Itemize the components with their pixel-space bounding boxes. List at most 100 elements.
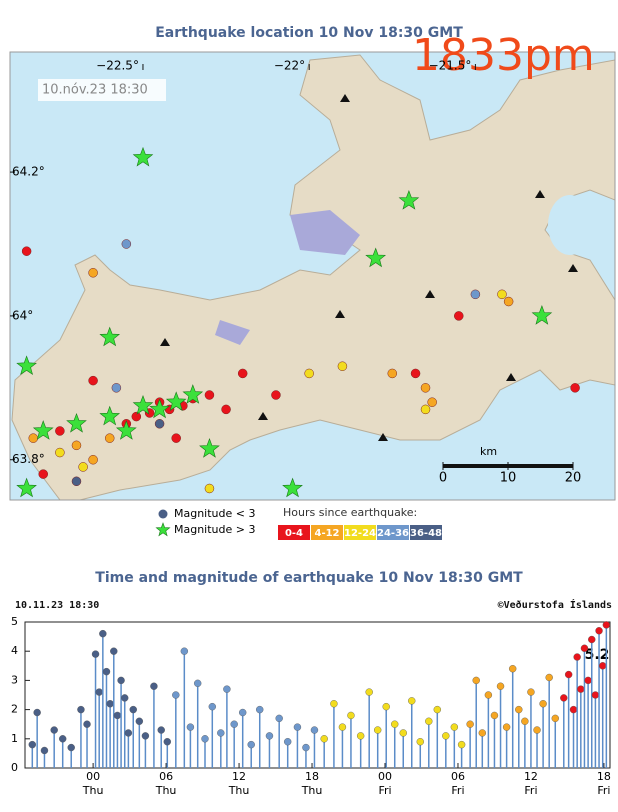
- quake-dot: [88, 268, 98, 278]
- quake-dot: [570, 383, 580, 393]
- hours-label: 4-12: [314, 528, 339, 539]
- event-dot: [416, 738, 424, 746]
- quake-dot: [503, 296, 514, 307]
- event-dot: [172, 691, 180, 699]
- quake-star: [365, 247, 387, 268]
- event-dot: [442, 732, 450, 740]
- event-dot: [347, 711, 355, 720]
- quake-star: [132, 394, 154, 415]
- event-dot: [365, 688, 373, 696]
- quake-star: [398, 190, 420, 210]
- event-dot: [83, 720, 91, 728]
- y-tick-label: 2: [11, 703, 18, 716]
- x-tick-day: Fri: [378, 784, 391, 797]
- quake-star: [182, 384, 204, 404]
- event-dot: [239, 708, 247, 717]
- event-dot: [356, 732, 365, 740]
- event-dot: [330, 700, 338, 708]
- hours-swatch: [311, 525, 343, 540]
- map-title: Earthquake location 10 Nov 18:30 GMT: [155, 25, 463, 41]
- lat-tick-label: 64.2°: [12, 165, 45, 179]
- event-dot: [50, 726, 58, 734]
- scale-label: km: [480, 445, 497, 458]
- plot-frame: [24, 621, 611, 769]
- overlay-text: 1833pm: [412, 30, 595, 81]
- event-dot: [595, 627, 603, 635]
- event-dot: [186, 723, 195, 731]
- event-dot: [293, 723, 302, 731]
- event-dot: [509, 665, 517, 673]
- event-dot: [573, 653, 581, 661]
- event-dot: [560, 694, 568, 702]
- quake-star: [99, 326, 121, 347]
- event-dot: [91, 650, 100, 658]
- y-tick-label: 3: [11, 673, 18, 686]
- event-dot: [99, 629, 107, 638]
- event-dot: [484, 691, 493, 699]
- quake-layer: [16, 146, 580, 498]
- event-dot: [577, 685, 585, 693]
- event-dot: [230, 720, 238, 728]
- quake-dot: [28, 433, 39, 443]
- x-tick-day: Fri: [597, 784, 610, 797]
- y-tick-label: 1: [11, 732, 18, 745]
- max-annotation: 5.2: [585, 647, 610, 663]
- quake-star: [99, 405, 121, 426]
- map: [10, 52, 615, 500]
- event-dot: [569, 705, 578, 714]
- event-dot: [374, 726, 382, 734]
- event-dot: [129, 705, 137, 714]
- quake-dot: [237, 368, 248, 379]
- x-tick-label: 18: [305, 770, 319, 783]
- quake-star: [149, 398, 170, 419]
- event-dot: [157, 726, 165, 734]
- land: [11, 54, 615, 500]
- legend-star: [155, 522, 171, 537]
- quake-dot: [271, 390, 281, 400]
- quake-dot: [221, 404, 231, 415]
- hours-swatch: [344, 525, 376, 540]
- hours-label: 24-36: [377, 528, 409, 539]
- event-dot: [591, 691, 600, 699]
- event-dot: [302, 743, 310, 752]
- hours-label: 0-4: [285, 528, 303, 539]
- quake-dot: [427, 397, 437, 407]
- quake-dot: [171, 433, 181, 443]
- legend-label: Magnitude < 3: [174, 507, 256, 520]
- lat-tick-label: 63.8°: [12, 452, 45, 466]
- event-dot: [121, 694, 129, 702]
- event-dot: [59, 735, 67, 743]
- event-dot: [194, 679, 202, 688]
- scale-tick-label: 0: [439, 471, 447, 486]
- quake-dot: [55, 426, 65, 436]
- event-dot: [602, 621, 611, 629]
- event-dot: [40, 746, 49, 755]
- quake-dot: [71, 440, 82, 451]
- quake-dot: [88, 454, 98, 465]
- event-dot: [515, 705, 523, 714]
- event-dot: [472, 676, 480, 685]
- lon-tick-label: −22°: [274, 59, 305, 73]
- y-tick-label: 4: [11, 644, 18, 657]
- quake-dot: [88, 375, 98, 386]
- x-tick-day: Thu: [301, 784, 323, 797]
- event-dot: [256, 705, 264, 714]
- hours-title: Hours since earthquake:: [283, 506, 417, 519]
- hours-swatch: [278, 525, 310, 540]
- event-dot: [124, 729, 133, 737]
- event-dot: [399, 729, 407, 737]
- quake-dot: [420, 404, 431, 415]
- quake-dot: [304, 368, 314, 379]
- x-tick-label: 18: [597, 770, 611, 783]
- scale-tick-label: 10: [500, 471, 517, 486]
- event-dot: [588, 635, 596, 644]
- lon-tick-label: −21.5°: [429, 59, 472, 73]
- y-tick-label: 5: [11, 615, 18, 628]
- x-tick-label: 12: [232, 770, 246, 783]
- lava-field: [215, 210, 360, 345]
- quake-dot: [21, 246, 32, 256]
- event-dot: [450, 723, 459, 731]
- chart-stamp: 10.11.23 18:30: [15, 600, 99, 611]
- event-dot: [496, 682, 505, 690]
